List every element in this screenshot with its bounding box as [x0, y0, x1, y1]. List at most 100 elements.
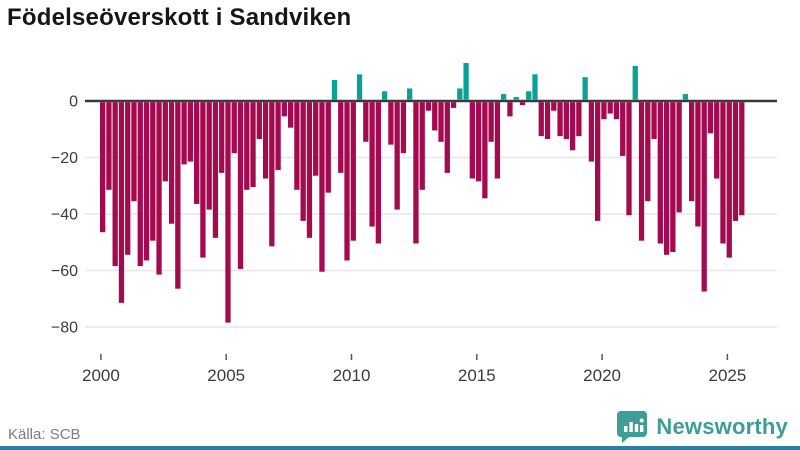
bar	[413, 102, 419, 244]
bar	[319, 102, 325, 272]
bar	[250, 102, 256, 187]
bar	[620, 102, 626, 156]
bar	[645, 102, 651, 202]
bar	[538, 102, 544, 137]
bar	[488, 102, 494, 142]
bar	[181, 102, 187, 165]
bar	[695, 102, 701, 227]
bar	[689, 102, 695, 202]
bar	[576, 102, 582, 137]
bar	[388, 102, 394, 145]
bar	[532, 74, 538, 100]
bar	[369, 102, 375, 227]
newsworthy-logo-icon	[617, 411, 648, 443]
bar	[438, 102, 444, 142]
bar	[501, 94, 507, 100]
bar	[381, 91, 388, 100]
bar	[463, 63, 469, 100]
bar	[212, 102, 219, 238]
bar	[663, 102, 670, 255]
bar	[219, 102, 225, 173]
bar	[125, 102, 131, 255]
bar	[400, 102, 407, 154]
bar	[344, 102, 350, 261]
bar	[632, 65, 638, 100]
bar	[325, 102, 331, 193]
bar	[287, 102, 294, 128]
newsworthy-logo[interactable]: Newsworthy	[616, 410, 788, 444]
bar	[563, 102, 569, 139]
bar	[137, 102, 143, 267]
bar	[193, 102, 200, 204]
bar	[338, 102, 344, 173]
bar	[100, 102, 106, 233]
bar	[118, 102, 125, 303]
bar	[569, 102, 576, 151]
bar	[200, 102, 206, 258]
bar	[244, 102, 250, 190]
bar	[394, 102, 400, 210]
bar	[156, 102, 162, 275]
bar	[707, 102, 714, 134]
bar	[231, 102, 237, 154]
bar	[375, 102, 381, 244]
bar	[482, 102, 488, 199]
bar	[300, 102, 306, 221]
bar	[607, 102, 613, 114]
bar	[513, 96, 519, 100]
bar	[613, 102, 620, 120]
x-tick-label: 2000	[82, 366, 120, 385]
bar	[112, 102, 118, 267]
bar	[670, 102, 676, 252]
bottom-accent-strip	[0, 446, 800, 450]
y-tick-label: −60	[51, 263, 78, 280]
bar	[726, 102, 732, 258]
y-axis: 0 −20 −40 −60 −80	[51, 94, 78, 337]
x-axis: 2000 2005 2010 2015 2020 2025	[82, 354, 746, 385]
bar	[331, 79, 338, 100]
x-tick-label: 2020	[583, 366, 621, 385]
bar	[526, 91, 532, 100]
x-tick-label: 2025	[708, 366, 746, 385]
bar	[187, 102, 194, 162]
bar	[106, 102, 112, 190]
bar	[306, 102, 313, 238]
bar	[638, 102, 645, 241]
y-tick-label: 0	[69, 94, 78, 111]
bar	[626, 102, 632, 216]
bar	[168, 102, 175, 224]
bar	[256, 102, 262, 139]
bar	[175, 102, 181, 289]
bar	[425, 102, 432, 111]
bar	[162, 102, 168, 182]
bar	[720, 102, 726, 244]
bar	[507, 102, 513, 117]
y-tick-label: −40	[51, 207, 78, 224]
bar	[519, 102, 526, 106]
bar	[419, 102, 425, 190]
bar	[651, 102, 657, 139]
bar	[407, 88, 413, 100]
bar	[432, 102, 438, 131]
bar	[701, 102, 707, 292]
bar	[363, 102, 369, 142]
bar	[551, 102, 557, 111]
bar	[444, 102, 450, 173]
bar	[469, 102, 475, 179]
y-tick-label: −80	[51, 320, 78, 337]
bar	[676, 102, 682, 213]
x-tick-label: 2005	[207, 366, 245, 385]
bar	[262, 102, 269, 179]
x-tick-label: 2010	[333, 366, 371, 385]
bar	[143, 102, 150, 261]
bar	[450, 102, 457, 108]
bar	[588, 102, 595, 162]
bar	[739, 102, 745, 216]
bar	[732, 102, 739, 221]
bar	[281, 102, 288, 117]
bar	[356, 74, 363, 100]
y-tick-label: −20	[51, 150, 78, 167]
bar	[150, 102, 156, 241]
